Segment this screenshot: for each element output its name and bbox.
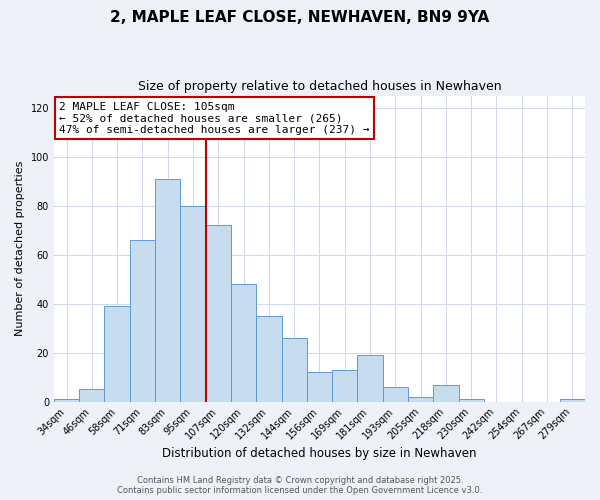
- Bar: [358, 355, 383, 402]
- X-axis label: Distribution of detached houses by size in Newhaven: Distribution of detached houses by size …: [162, 447, 477, 460]
- Bar: [256, 316, 281, 402]
- Bar: [79, 390, 104, 402]
- Bar: [408, 397, 433, 402]
- Bar: [181, 206, 206, 402]
- Y-axis label: Number of detached properties: Number of detached properties: [15, 161, 25, 336]
- Bar: [281, 338, 307, 402]
- Bar: [458, 399, 484, 402]
- Text: 2 MAPLE LEAF CLOSE: 105sqm
← 52% of detached houses are smaller (265)
47% of sem: 2 MAPLE LEAF CLOSE: 105sqm ← 52% of deta…: [59, 102, 370, 135]
- Bar: [433, 384, 458, 402]
- Text: Contains HM Land Registry data © Crown copyright and database right 2025.
Contai: Contains HM Land Registry data © Crown c…: [118, 476, 482, 495]
- Bar: [206, 226, 231, 402]
- Bar: [560, 399, 585, 402]
- Bar: [104, 306, 130, 402]
- Bar: [383, 387, 408, 402]
- Text: 2, MAPLE LEAF CLOSE, NEWHAVEN, BN9 9YA: 2, MAPLE LEAF CLOSE, NEWHAVEN, BN9 9YA: [110, 10, 490, 25]
- Bar: [231, 284, 256, 402]
- Bar: [130, 240, 155, 402]
- Bar: [332, 370, 358, 402]
- Bar: [155, 179, 181, 402]
- Title: Size of property relative to detached houses in Newhaven: Size of property relative to detached ho…: [137, 80, 501, 93]
- Bar: [307, 372, 332, 402]
- Bar: [54, 399, 79, 402]
